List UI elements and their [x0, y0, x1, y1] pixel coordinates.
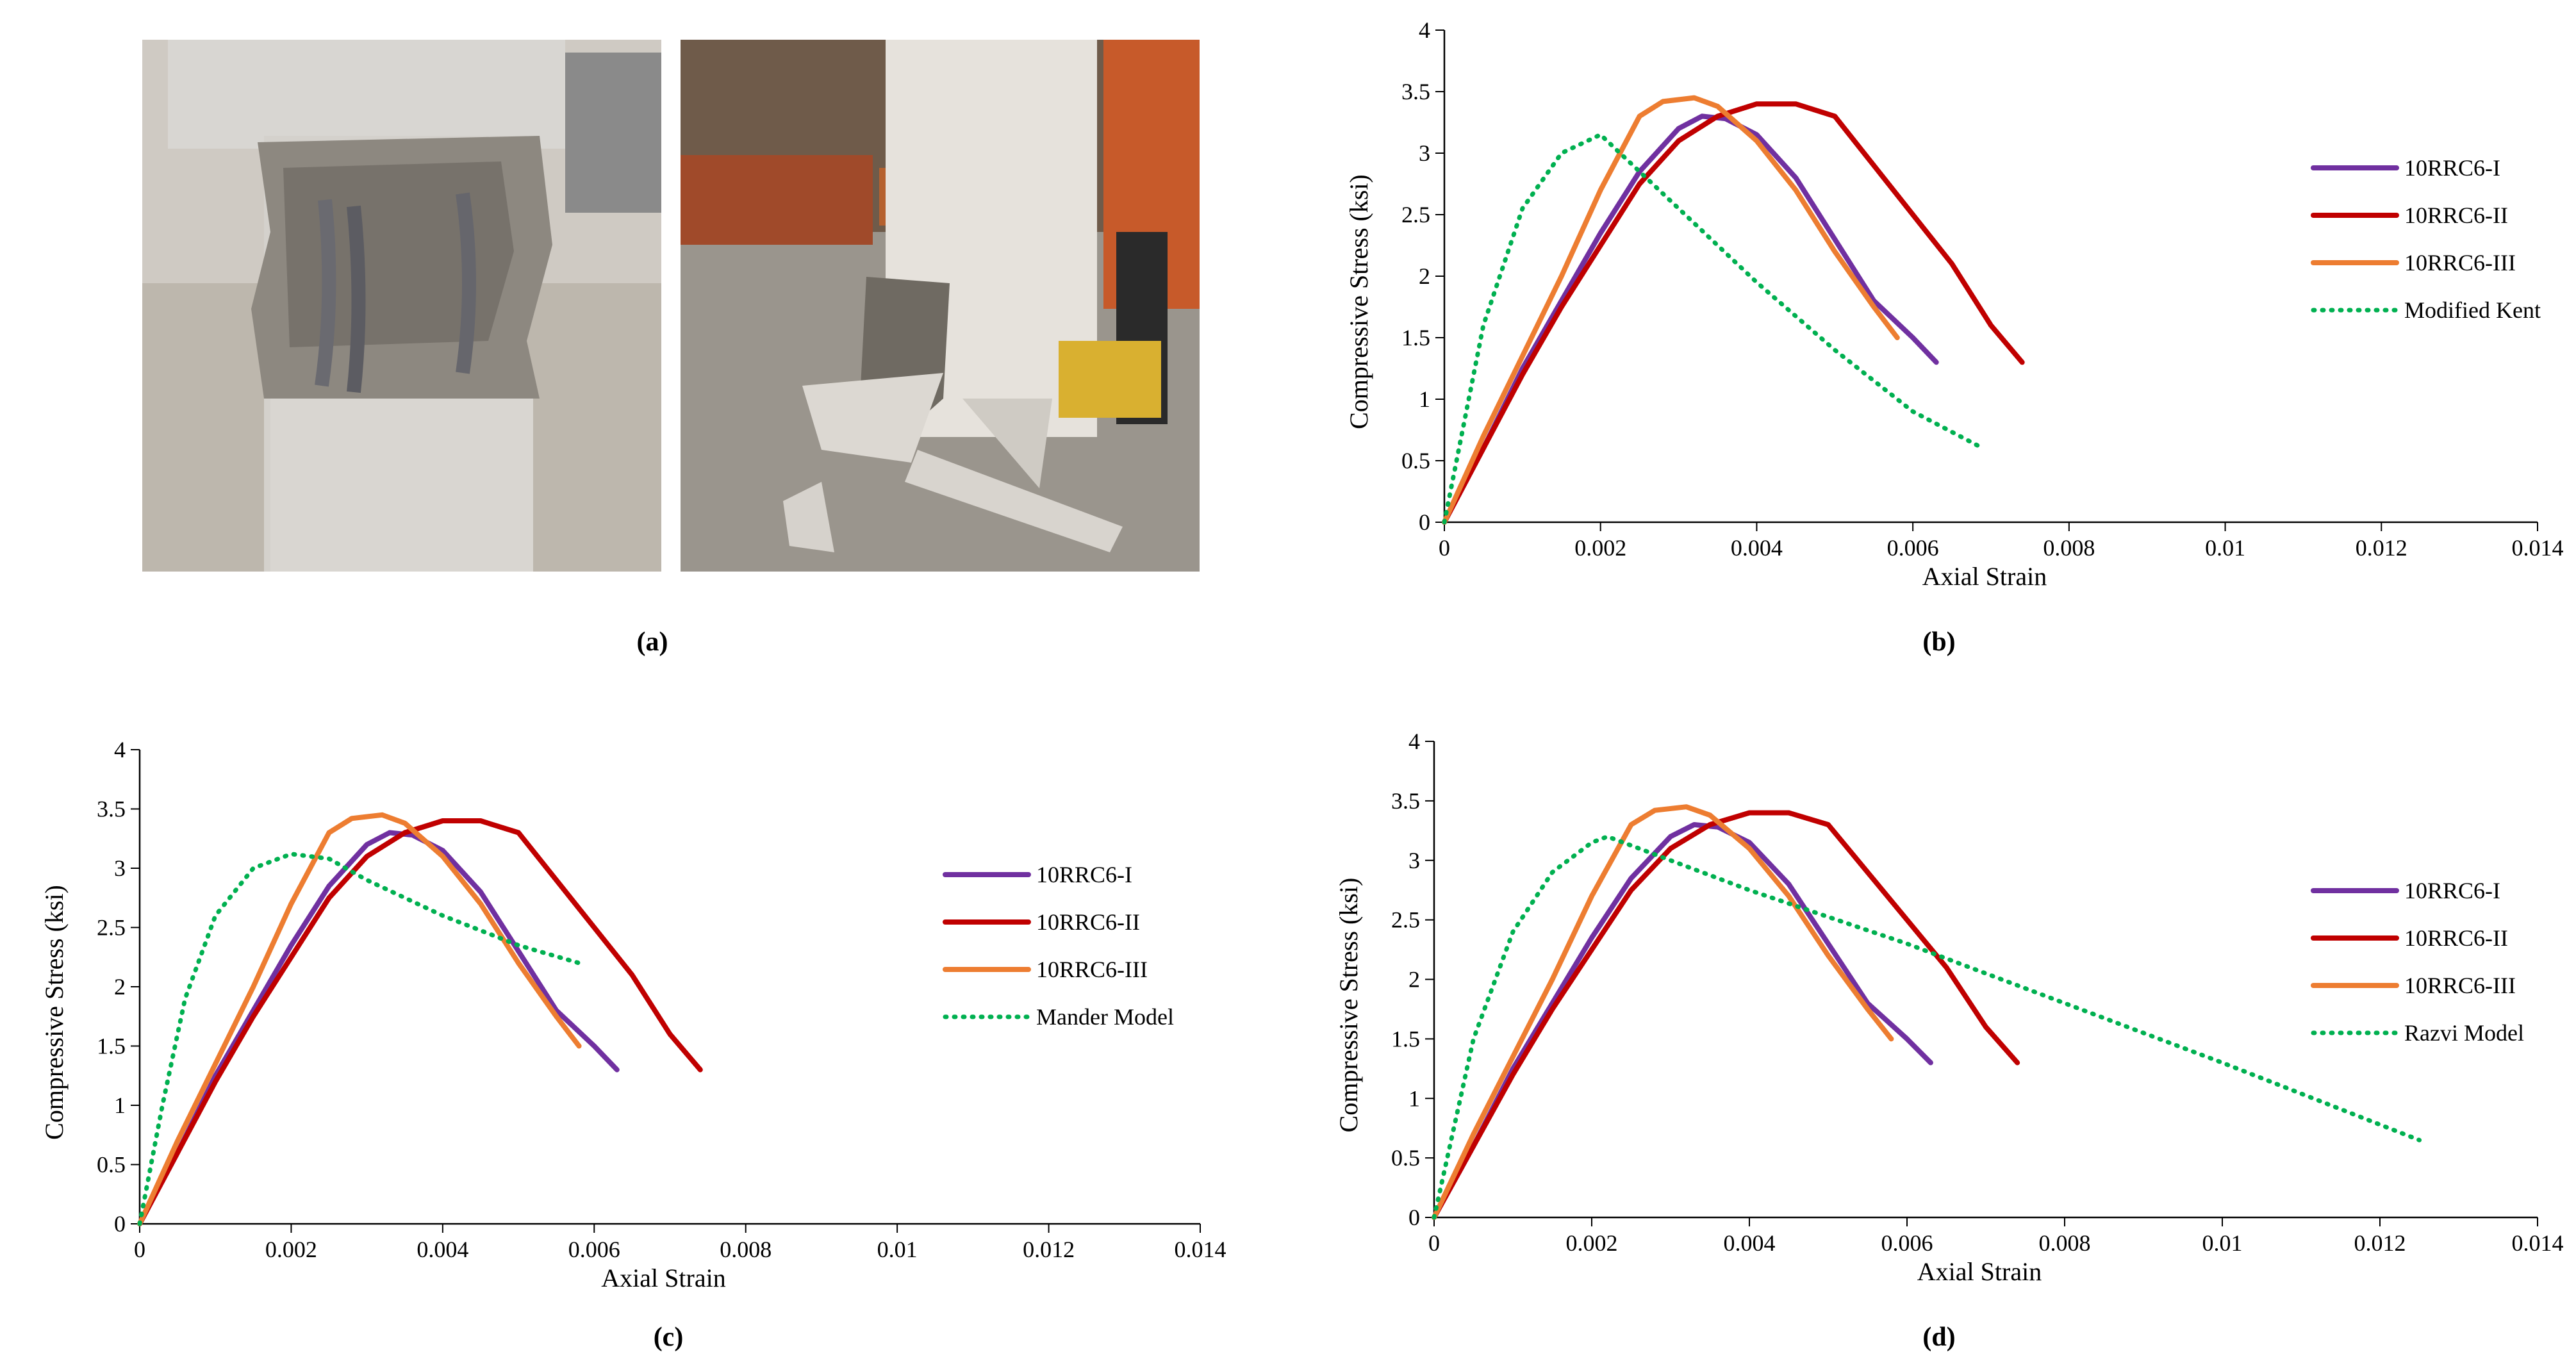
legend-label: 10RRC6-III	[2404, 250, 2516, 276]
x-tick-label: 0	[1428, 1230, 1440, 1256]
y-tick-label: 2	[1419, 263, 1430, 289]
y-tick-label: 2	[1408, 967, 1420, 993]
x-tick-label: 0.002	[1566, 1230, 1618, 1256]
series-line-10rrc6-iii	[1442, 95, 1900, 525]
legend-label: Razvi Model	[2404, 1020, 2524, 1046]
x-tick-label: 0.012	[1023, 1237, 1075, 1262]
x-tick-label: 0.01	[877, 1237, 918, 1262]
y-tick-label: 1.5	[97, 1034, 126, 1059]
legend-label: 10RRC6-II	[2404, 202, 2508, 228]
x-tick-label: 0.01	[2202, 1230, 2243, 1256]
legend-label: 10RRC6-III	[2404, 973, 2516, 998]
y-tick-label: 2.5	[97, 915, 126, 941]
panel-label-a: (a)	[636, 627, 668, 657]
panel-label-b: (b)	[1922, 627, 1956, 657]
y-tick-label: 1.5	[1401, 325, 1430, 350]
x-tick-label: 0.004	[417, 1237, 468, 1262]
x-tick-label: 0.002	[1574, 535, 1626, 561]
series-line-mander-model	[137, 852, 582, 1226]
x-tick-label: 0.002	[265, 1237, 317, 1262]
y-tick-label: 4	[1408, 729, 1420, 754]
y-axis-title: Compressive Stress (ksi)	[1334, 878, 1363, 1133]
x-tick-label: 0.008	[720, 1237, 772, 1262]
chart-d: 0 0.5 1 1.5 2 2.5 3 3.5 4 0 0.002 0.004 0.006 0.008 0.…	[1334, 729, 2564, 1286]
series-line-10rrc6-ii	[1442, 101, 2025, 525]
panel-label-c: (c)	[653, 1323, 684, 1352]
y-tick-label: 3.5	[1401, 79, 1430, 104]
x-tick-label: 0.006	[1887, 535, 1939, 561]
legend-label: 10RRC6-I	[2404, 155, 2500, 181]
y-tick-label: 0.5	[97, 1152, 126, 1178]
series-line-10rrc6-i	[1442, 113, 1939, 525]
series-line-10rrc6-iii	[1432, 804, 1894, 1220]
series-line-10rrc6-i	[1432, 822, 1933, 1220]
photo-left	[142, 40, 661, 572]
y-tick-label: 4	[114, 737, 126, 762]
x-tick-label: 0.006	[568, 1237, 620, 1262]
y-tick-label: 0	[1408, 1205, 1420, 1230]
x-tick-label: 0.006	[1881, 1230, 1933, 1256]
x-tick-label: 0	[1439, 535, 1450, 561]
legend-label: 10RRC6-II	[2404, 925, 2508, 951]
x-axis-title: Axial Strain	[601, 1264, 725, 1292]
y-tick-label: 3.5	[97, 796, 126, 822]
series-line-10rrc6-i	[137, 830, 620, 1226]
x-axis-title: Axial Strain	[1922, 562, 2047, 591]
y-tick-label: 1	[1408, 1085, 1420, 1111]
legend-label: Mander Model	[1036, 1004, 1174, 1030]
series-line-10rrc6-ii	[1432, 810, 2020, 1220]
specimen-photos-svg	[142, 40, 1200, 572]
legend-label: 10RRC6-I	[1036, 862, 1132, 887]
x-tick-label: 0.01	[2205, 535, 2245, 561]
photo-right	[681, 40, 1200, 572]
x-tick-label: 0.004	[1731, 535, 1783, 561]
y-tick-label: 3.5	[1391, 788, 1420, 814]
x-tick-label: 0	[134, 1237, 145, 1262]
x-tick-label: 0.014	[2512, 1230, 2564, 1256]
y-tick-label: 2.5	[1401, 202, 1430, 227]
series-line-razvi-model	[1432, 834, 2422, 1220]
x-tick-label: 0.008	[2039, 1230, 2091, 1256]
y-tick-label: 3	[1419, 140, 1430, 166]
legend-label: 10RRC6-II	[1036, 909, 1140, 935]
x-tick-label: 0.012	[2356, 535, 2407, 561]
x-tick-label: 0.014	[1175, 1237, 1226, 1262]
legend-label: Modified Kent	[2404, 297, 2541, 323]
y-axis-title: Compressive Stress (ksi)	[1344, 174, 1373, 429]
y-tick-label: 0	[114, 1211, 126, 1237]
chart-c: 0 0.5 1 1.5 2 2.5 3 3.5 4 0 0.002 0.004 0.006 0.008 0.…	[40, 737, 1226, 1292]
y-tick-label: 0.5	[1401, 448, 1430, 474]
y-tick-label: 4	[1419, 17, 1430, 43]
chart-b: 0 0.5 1 1.5 2 2.5 3 3.5 4 0 0.002 0.004 0.006 0.008 0.…	[1344, 17, 2564, 591]
series-line-10rrc6-iii	[137, 812, 582, 1226]
legend-label: 10RRC6-III	[1036, 957, 1148, 982]
x-tick-label: 0.004	[1724, 1230, 1776, 1256]
y-tick-label: 1	[1419, 386, 1430, 412]
x-axis-title: Axial Strain	[1917, 1257, 2042, 1286]
y-tick-label: 3	[114, 855, 126, 881]
panel-label-d: (d)	[1922, 1323, 1956, 1352]
series-line-modified-kent	[1442, 132, 1986, 525]
x-tick-label: 0.012	[2354, 1230, 2406, 1256]
y-tick-label: 1	[114, 1092, 126, 1118]
x-tick-label: 0.014	[2512, 535, 2564, 561]
y-tick-label: 1.5	[1391, 1026, 1420, 1051]
y-tick-label: 2	[114, 974, 126, 1000]
specimen-photos	[142, 40, 1200, 572]
x-tick-label: 0.008	[2043, 535, 2095, 561]
y-tick-label: 2.5	[1391, 907, 1420, 933]
y-axis-title: Compressive Stress (ksi)	[40, 885, 69, 1140]
legend-label: 10RRC6-I	[2404, 878, 2500, 903]
y-tick-label: 0	[1419, 509, 1430, 535]
y-tick-label: 3	[1408, 848, 1420, 873]
series-line-10rrc6-ii	[137, 818, 703, 1226]
y-tick-label: 0.5	[1391, 1145, 1420, 1171]
